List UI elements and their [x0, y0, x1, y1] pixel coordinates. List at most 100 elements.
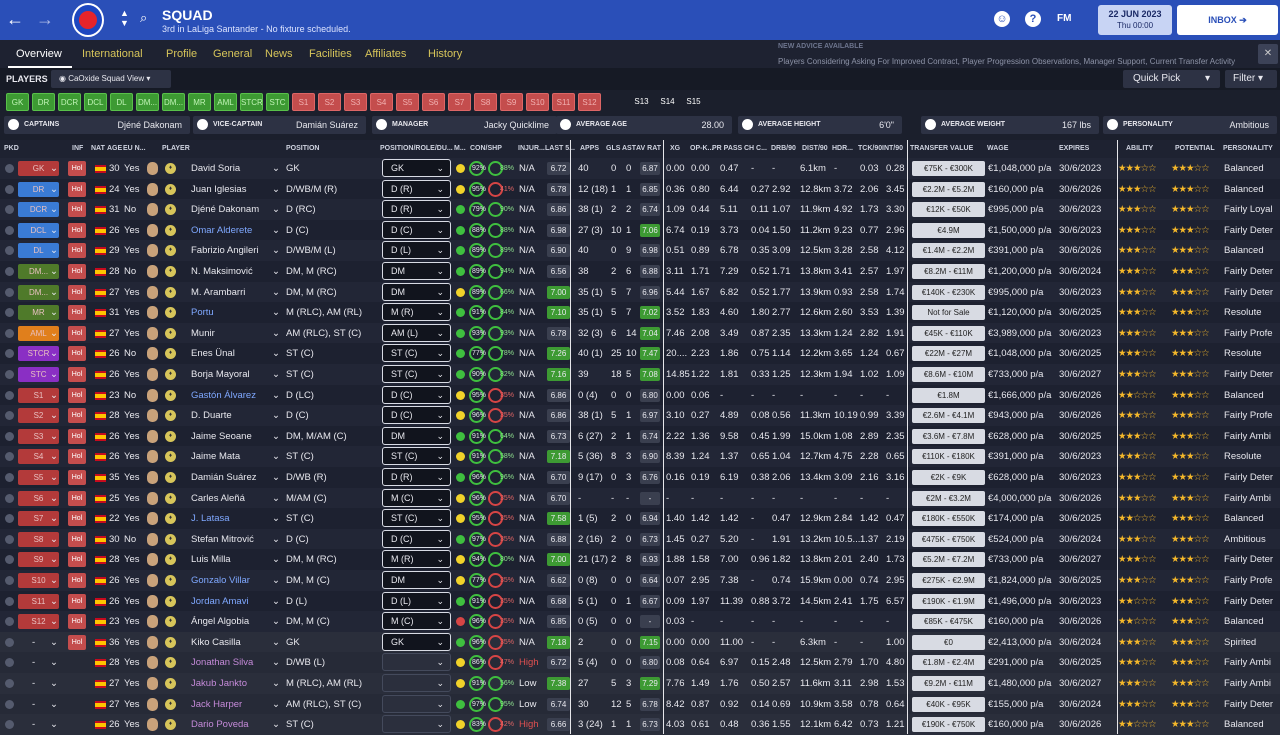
pick-indicator-icon[interactable] [5, 576, 14, 585]
transfer-value[interactable]: €2K - €9K [912, 470, 985, 485]
quick-pick-button[interactable]: Quick Pick ▾ [1123, 70, 1220, 88]
column-header[interactable]: POTENTIAL [1175, 145, 1215, 152]
transfer-value[interactable]: €475K - €750K [912, 531, 985, 547]
pick-indicator-icon[interactable] [5, 679, 14, 688]
column-header[interactable]: CON/SHP [470, 145, 502, 152]
table-row[interactable]: S8 ⌄ Hol 30 No ♦ Stefan Mitrović ⌄ D (C) D (C) ⌄ 97… [0, 528, 1280, 550]
chevron-down-icon[interactable]: ⌄ [50, 204, 58, 216]
player-name-link[interactable]: Jack Harper [191, 698, 243, 710]
picked-position-badge[interactable]: S9 [18, 552, 59, 568]
picked-position-badge[interactable]: DL [18, 243, 59, 259]
table-row[interactable]: S5 ⌄ Hol 35 Yes ♦ Damián Suárez ⌄ D/WB (R) D (R) ⌄… [0, 467, 1280, 488]
table-row[interactable]: DL ⌄ Hol 29 Yes ♦ Fabrizio Angileri ⌄ D/WB/M (L)… [0, 240, 1280, 261]
pick-indicator-icon[interactable] [5, 452, 14, 462]
search-icon[interactable]: ⌕ [140, 10, 148, 25]
table-row[interactable]: - ⌄ Hol 36 Yes ♦ Kiko Casilla ⌄ GK GK ⌄ 96% 35% N/A 7.… [0, 631, 1280, 653]
position-role-select[interactable]: D (R) ⌄ [382, 200, 451, 219]
column-header[interactable]: M... [454, 145, 466, 152]
picked-position-badge[interactable]: DCL [18, 222, 59, 238]
column-header[interactable]: WAGE [987, 145, 1009, 152]
chevron-down-icon[interactable]: ⌄ [272, 430, 280, 442]
position-chip[interactable]: STC [266, 93, 289, 111]
transfer-value[interactable]: €8.2M - €11M [912, 264, 985, 279]
table-row[interactable]: MR ⌄ Hol 31 Yes ♦ Portu ⌄ M (RLC), AM (RL) M (R) ⌄… [0, 302, 1280, 323]
position-role-select[interactable]: D (C) ⌄ [382, 529, 451, 548]
back-arrow-icon[interactable]: ← [6, 9, 24, 29]
position-role-select[interactable]: M (C) ⌄ [382, 612, 451, 631]
position-chip[interactable]: S11 [552, 93, 575, 111]
column-header[interactable]: INF [72, 145, 84, 152]
position-chip[interactable]: S7 [448, 93, 471, 111]
position-role-select[interactable]: D (R) ⌄ [382, 468, 451, 486]
column-header[interactable]: AST [622, 145, 636, 152]
position-role-select[interactable]: ST (C) ⌄ [382, 365, 451, 383]
column-header[interactable]: OP-K... [690, 145, 714, 152]
transfer-value[interactable]: €2.6M - €4.1M [912, 408, 985, 424]
chevron-down-icon[interactable]: ⌄ [272, 554, 280, 566]
column-header[interactable]: APPS [580, 145, 600, 152]
chevron-down-icon[interactable]: ⌄ [272, 389, 280, 401]
chevron-down-icon[interactable]: ⌄ [50, 245, 58, 257]
player-name-link[interactable]: Portu [191, 307, 214, 319]
chevron-down-icon[interactable]: ⌄ [50, 327, 58, 339]
date-button[interactable]: 22 JUN 2023 Thu 00:00 [1098, 5, 1172, 35]
position-chip[interactable]: DM... [162, 93, 185, 111]
picked-position-badge[interactable]: S3 [18, 428, 59, 444]
transfer-value[interactable]: €1.4M - €2.2M [912, 243, 985, 259]
chevron-down-icon[interactable]: ⌄ [50, 286, 58, 298]
position-chip[interactable]: S10 [526, 93, 549, 111]
player-name-link[interactable]: Juan Iglesias [191, 183, 247, 195]
player-name-link[interactable]: Gastón Álvarez [191, 389, 256, 401]
chevron-down-icon[interactable]: ⌄ [272, 266, 280, 277]
fm-menu[interactable]: FM [1057, 13, 1072, 24]
chevron-down-icon[interactable]: ⌄ [272, 492, 280, 504]
transfer-value[interactable]: €4.9M [912, 222, 985, 238]
position-chip[interactable]: S13 [634, 97, 649, 106]
column-header[interactable]: INJUR... [518, 145, 545, 152]
position-chip[interactable]: S1 [292, 93, 315, 111]
picked-position-badge[interactable]: - [32, 719, 36, 731]
tab-overview[interactable]: Overview [16, 48, 62, 60]
chevron-down-icon[interactable]: ⌄ [272, 369, 280, 380]
position-chip[interactable]: S15 [686, 97, 701, 106]
pick-indicator-icon[interactable] [5, 699, 14, 709]
pick-indicator-icon[interactable] [5, 267, 14, 276]
player-name-link[interactable]: Carles Aleñá [191, 492, 245, 504]
position-role-select[interactable]: GK ⌄ [382, 159, 451, 177]
table-row[interactable]: S10 ⌄ Hol 26 Yes ♦ Gonzalo Villar ⌄ DM, M (C) DM ⌄… [0, 570, 1280, 591]
chevron-down-icon[interactable]: ⌄ [272, 698, 280, 710]
column-header[interactable]: ABILITY [1126, 145, 1154, 152]
transfer-value[interactable]: €2.2M - €5.2M [912, 181, 985, 197]
table-row[interactable]: STC ⌄ Hol 26 Yes ♦ Borja Mayoral ⌄ ST (C) ST (C) ⌄… [0, 364, 1280, 385]
column-header[interactable]: POSITION [286, 145, 320, 152]
picked-position-badge[interactable]: S4 [18, 449, 59, 465]
player-name-link[interactable]: Luis Milla [191, 554, 231, 566]
picked-position-badge[interactable]: GK [18, 161, 59, 176]
inbox-button[interactable]: INBOX ➔ [1177, 5, 1278, 35]
column-header[interactable]: NAT [91, 145, 105, 152]
player-name-link[interactable]: Enes Ünal [191, 348, 235, 360]
chevron-down-icon[interactable]: ⌄ [272, 163, 280, 174]
position-role-select[interactable]: DM ⌄ [382, 282, 451, 301]
pick-indicator-icon[interactable] [5, 493, 14, 503]
chevron-down-icon[interactable]: ⌄ [272, 410, 280, 422]
table-row[interactable]: - ⌄ 28 Yes ♦ Jonathan Silva ⌄ D/WB (L) ⌄ 86% 47% Hi… [0, 652, 1280, 673]
picked-position-badge[interactable]: - [32, 698, 36, 710]
position-chip[interactable]: S5 [396, 93, 419, 111]
player-name-link[interactable]: David Soria [191, 163, 241, 174]
pick-indicator-icon[interactable] [5, 720, 14, 730]
table-row[interactable]: AML ⌄ Hol 27 Yes ♦ Munir ⌄ AM (RLC), ST (C) AM (L… [0, 322, 1280, 344]
chevron-down-icon[interactable]: ⌄ [272, 636, 280, 648]
position-role-select[interactable]: GK ⌄ [382, 632, 451, 651]
chevron-down-icon[interactable]: ⌄ [272, 286, 280, 298]
pick-indicator-icon[interactable] [5, 431, 14, 441]
chevron-down-icon[interactable]: ⌄ [50, 224, 58, 236]
column-header[interactable]: LAST 5... [545, 145, 575, 152]
pick-indicator-icon[interactable] [5, 205, 14, 215]
position-role-select[interactable]: AM (L) ⌄ [382, 323, 451, 342]
player-name-link[interactable]: Gonzalo Villar [191, 575, 250, 586]
pick-indicator-icon[interactable] [5, 184, 14, 194]
pick-indicator-icon[interactable] [5, 637, 14, 647]
assistant-icon[interactable]: ☺ [994, 11, 1010, 27]
chevron-down-icon[interactable]: ⌄ [50, 348, 58, 360]
